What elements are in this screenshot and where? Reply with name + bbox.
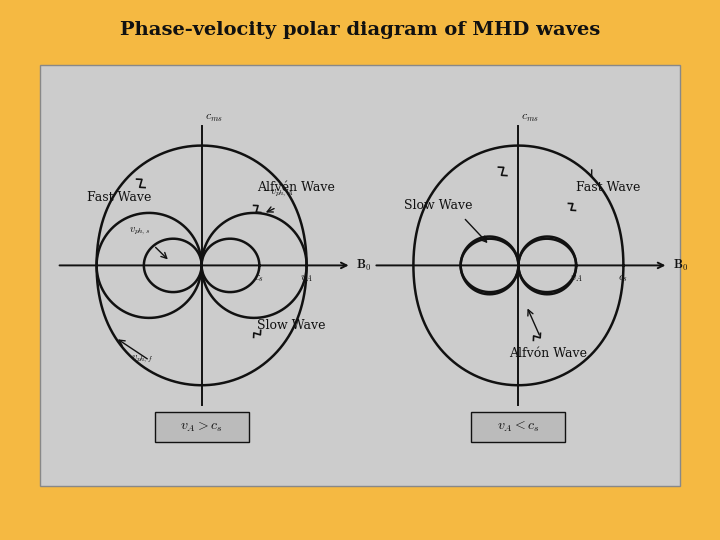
- Text: $v_A > c_s$: $v_A > c_s$: [180, 420, 223, 434]
- Text: $c_{ms}$: $c_{ms}$: [521, 111, 539, 124]
- Text: Alfvén Wave: Alfvén Wave: [256, 181, 335, 194]
- Text: $v_{ph,f}$: $v_{ph,f}$: [131, 353, 153, 365]
- Text: $\bf{B_0}$: $\bf{B_0}$: [356, 258, 372, 273]
- Text: $v_A < c_s$: $v_A < c_s$: [497, 420, 540, 434]
- FancyBboxPatch shape: [472, 412, 565, 442]
- FancyBboxPatch shape: [155, 412, 248, 442]
- Text: $v_{ph,s}$: $v_{ph,s}$: [129, 226, 150, 238]
- Bar: [40, 65, 680, 486]
- Text: Fast Wave: Fast Wave: [577, 181, 641, 194]
- Text: Slow Wave: Slow Wave: [404, 199, 472, 212]
- Text: $v_{ph,A}$: $v_{ph,A}$: [269, 188, 293, 199]
- Text: $v_A$: $v_A$: [300, 273, 313, 284]
- Text: Fast Wave: Fast Wave: [87, 191, 152, 204]
- Text: $c_{ms}$: $c_{ms}$: [204, 111, 222, 124]
- Text: $c_s$: $c_s$: [254, 273, 264, 284]
- Text: Alfvón Wave: Alfvón Wave: [510, 347, 588, 360]
- Text: Slow Wave: Slow Wave: [256, 319, 325, 332]
- Text: $\bf{B_0}$: $\bf{B_0}$: [673, 258, 689, 273]
- Text: Phase-velocity polar diagram of MHD waves: Phase-velocity polar diagram of MHD wave…: [120, 21, 600, 39]
- Text: $v_A$: $v_A$: [570, 273, 582, 284]
- Text: $c_s$: $c_s$: [618, 273, 629, 284]
